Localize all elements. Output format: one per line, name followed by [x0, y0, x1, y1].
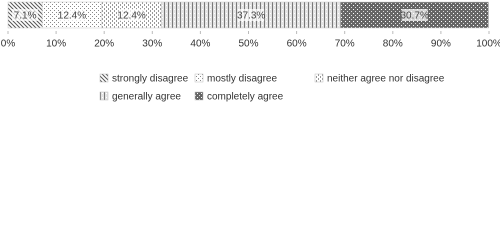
legend-swatch	[99, 91, 109, 101]
x-tick-label: 0%	[1, 39, 16, 50]
legend-label: mostly disagree	[207, 74, 277, 85]
value-label: 12.4%	[117, 11, 145, 22]
value-label: 37.3%	[237, 11, 265, 22]
value-label: 30.7%	[401, 11, 429, 22]
page: {"chart_data": {"type": "stacked-bar", "…	[0, 0, 500, 108]
legend-swatch	[314, 73, 324, 83]
legend-label: generally agree	[112, 92, 181, 103]
value-label: 12.4%	[58, 11, 86, 22]
x-tick-label: 60%	[287, 39, 307, 50]
x-tick-label: 30%	[142, 39, 162, 50]
value-label-bg	[401, 9, 428, 21]
legend-swatch	[99, 73, 109, 83]
x-tick-label: 10%	[46, 39, 66, 50]
x-tick-label: 80%	[383, 39, 403, 50]
x-tick-label: 100%	[476, 39, 500, 50]
legend-swatch	[194, 91, 204, 101]
value-label-bg	[118, 9, 145, 21]
value-label-bg	[12, 9, 39, 21]
x-tick-label: 90%	[431, 39, 451, 50]
value-label: 7.1%	[14, 11, 37, 22]
legend-label: completely agree	[207, 92, 284, 103]
legend-label: strongly disagree	[112, 74, 189, 85]
x-tick-label: 70%	[335, 39, 355, 50]
legend-label: neither agree nor disagree	[327, 74, 445, 85]
x-tick-label: 20%	[94, 39, 114, 50]
value-label-bg	[58, 9, 85, 21]
legend-swatch	[194, 73, 204, 83]
chart: 0% 10% 20% 30% 40% 50% 60% 70% 80% 90% 100% 7.1% 12.…	[1, 1, 500, 103]
x-tick-label: 40%	[190, 39, 210, 50]
x-tick-label: 50%	[238, 39, 258, 50]
value-label-bg	[238, 9, 265, 21]
